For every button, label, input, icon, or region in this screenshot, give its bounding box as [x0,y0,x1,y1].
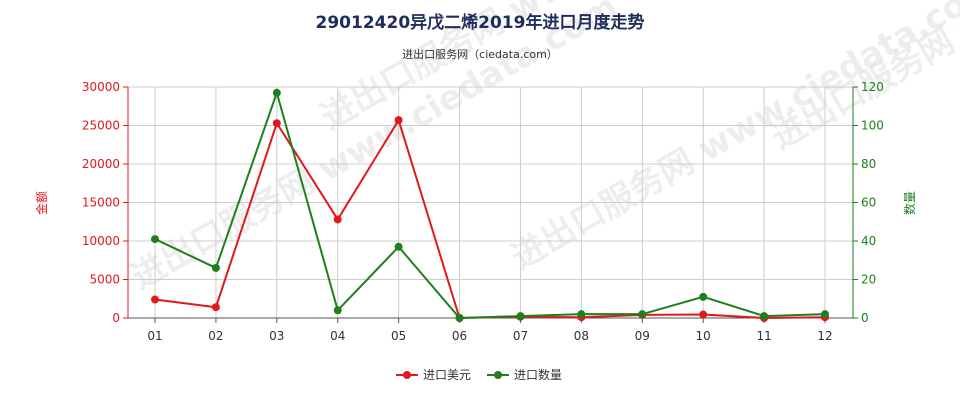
series-1-point [699,311,707,319]
y-left-tick-label: 5000 [89,273,120,287]
series-2-point [516,312,524,320]
x-tick-label: 12 [817,329,832,343]
x-tick-label: 08 [574,329,589,343]
series-2-point [699,293,707,301]
x-tick-label: 09 [635,329,650,343]
y-left-tick-label: 10000 [82,234,120,248]
series-1-point [395,116,403,124]
legend: 进口美元 进口数量 [396,367,562,382]
y-left-tick-label: 15000 [82,196,120,210]
y-right-tick-label: 20 [861,273,876,287]
x-tick-label: 11 [756,329,771,343]
y-right-tick-label: 100 [861,119,884,133]
x-tick-label: 03 [269,329,284,343]
series-2-point [273,89,281,97]
x-tick-label: 04 [330,329,345,343]
series-2-point [821,310,829,318]
series-2-point [212,264,220,272]
x-tick-label: 10 [696,329,711,343]
series-1-point [273,119,281,127]
x-tick-label: 05 [391,329,406,343]
y-right-tick-label: 120 [861,80,884,94]
series-2-point [638,310,646,318]
y-right-axis-title: 数量 [902,191,917,215]
series-1-point [212,303,220,311]
y-right-tick-label: 40 [861,234,876,248]
legend-swatch-marker [403,371,411,379]
y-left-tick-label: 25000 [82,119,120,133]
y-right-tick-label: 80 [861,157,876,171]
x-tick-label: 06 [452,329,467,343]
y-right-tick-label: 0 [861,311,869,325]
series-1-point [151,296,159,304]
series-1-point [334,215,342,223]
series-2-point [577,310,585,318]
series-2-point [760,312,768,320]
legend-label: 进口数量 [514,367,562,382]
series-2-point [456,314,464,322]
series-2-point [395,243,403,251]
y-left-tick-label: 20000 [82,157,120,171]
x-tick-label: 07 [513,329,528,343]
x-tick-label: 01 [147,329,162,343]
chart-title: 29012420异戊二烯2019年进口月度走势 [316,12,645,33]
y-left-tick-label: 0 [112,311,120,325]
chart-subtitle: 进出口服务网（ciedata.com） [402,47,558,61]
y-left-tick-label: 30000 [82,80,120,94]
legend-label: 进口美元 [423,368,471,382]
series-2-point [334,306,342,314]
y-right-tick-label: 60 [861,196,876,210]
series-2-point [151,235,159,243]
y-left-axis-title: 金额 [34,191,49,215]
legend-swatch-marker [494,371,502,379]
x-tick-label: 02 [208,329,223,343]
